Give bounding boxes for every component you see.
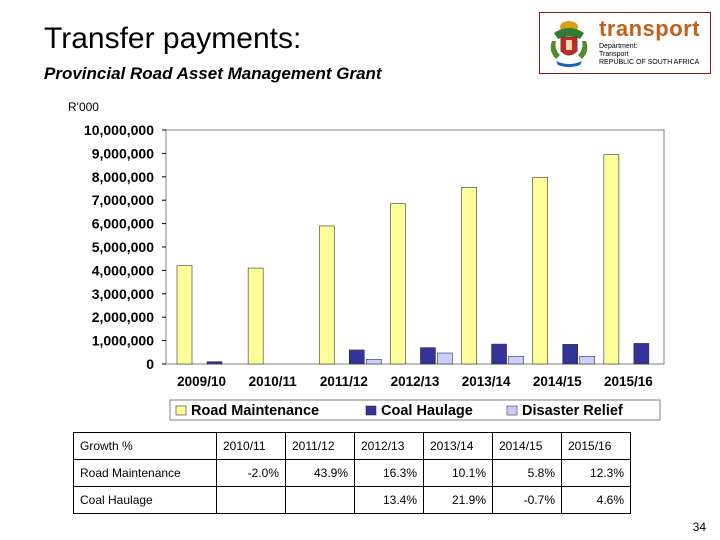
x-tick-label: 2015/16 (604, 374, 653, 389)
bar-coal-haulage (491, 343, 507, 365)
bar-road-maintenance (461, 187, 477, 365)
x-tick-label: 2013/14 (462, 374, 511, 389)
table-cell: 4.6% (561, 486, 631, 514)
bar-disaster-relief (365, 359, 382, 365)
x-tick-label: 2014/15 (533, 374, 582, 389)
table-cell: -0.7% (492, 486, 562, 514)
bar-disaster-relief (579, 355, 596, 365)
plot-area (165, 129, 665, 365)
growth-table: Growth % 2010/11 2011/12 2012/13 2013/14… (73, 432, 631, 514)
bar-road-maintenance (318, 225, 335, 365)
bar-road-maintenance (176, 265, 193, 365)
logo-line2: Transport (599, 51, 629, 58)
table-header-year: 2010/11 (216, 432, 286, 460)
y-tick-label: 10,000,000 (84, 122, 154, 138)
table-cell: 12.3% (561, 459, 631, 487)
x-tick-label: 2009/10 (177, 374, 226, 389)
bar-coal-haulage (348, 349, 365, 365)
table-row: Road Maintenance -2.0% 43.9% 16.3% 10.1%… (73, 459, 631, 487)
table-cell: 5.8% (492, 459, 562, 487)
row-label-coal-haulage: Coal Haulage (73, 486, 217, 514)
table-cell (285, 486, 355, 514)
x-tick-label: 2011/12 (320, 374, 368, 389)
legend-label: Road Maintenance (191, 403, 319, 419)
table-cell: -2.0% (216, 459, 286, 487)
legend-label: Coal Haulage (381, 403, 473, 419)
legend-swatch (365, 405, 377, 416)
table-row: Coal Haulage 13.4% 21.9% -0.7% 4.6% (73, 486, 631, 514)
table-header-year: 2011/12 (285, 432, 355, 460)
y-axis-unit-label: R'000 (68, 100, 99, 114)
transport-logo: transport Department: Transport REPUBLIC… (539, 12, 711, 74)
logo-line1: Department: (599, 43, 638, 50)
table-header-label: Growth % (73, 432, 217, 460)
y-tick-label: 1,000,000 (92, 333, 154, 349)
legend-swatch (506, 405, 518, 416)
bar-disaster-relief (437, 352, 453, 365)
y-tick-label: 9,000,000 (92, 145, 154, 161)
table-header-year: 2013/14 (423, 432, 493, 460)
coat-of-arms-icon (550, 21, 588, 67)
page-number: 34 (692, 520, 706, 534)
table-header-year: 2014/15 (492, 432, 562, 460)
y-tick-label: 5,000,000 (92, 239, 154, 255)
table-cell: 21.9% (423, 486, 493, 514)
slide-title: Transfer payments: (44, 22, 302, 55)
slide-subtitle: Provincial Road Asset Management Grant (44, 64, 382, 83)
bar-coal-haulage (562, 344, 579, 365)
bar-disaster-relief (508, 355, 524, 365)
logo-line3: REPUBLIC OF SOUTH AFRICA (599, 59, 700, 66)
bar-coal-haulage (206, 361, 223, 365)
logo-word: transport (599, 16, 701, 41)
table-cell (216, 486, 286, 514)
y-tick-label: 0 (146, 356, 154, 372)
row-label-road-maintenance: Road Maintenance (73, 459, 217, 487)
legend-box (169, 399, 661, 421)
table-cell: 43.9% (285, 459, 355, 487)
bar-road-maintenance (247, 267, 264, 365)
bar-coal-haulage (420, 347, 436, 365)
x-tick-label: 2012/13 (391, 374, 440, 389)
bar-coal-haulage (633, 343, 650, 365)
y-tick-label: 2,000,000 (92, 309, 154, 325)
y-tick-label: 7,000,000 (92, 192, 154, 208)
legend-label: Disaster Relief (522, 403, 623, 419)
bar-road-maintenance (390, 203, 406, 365)
y-tick-label: 3,000,000 (92, 286, 154, 302)
table-header-row: Growth % 2010/11 2011/12 2012/13 2013/14… (73, 432, 631, 460)
table-cell: 16.3% (354, 459, 424, 487)
table-cell: 13.4% (354, 486, 424, 514)
bar-chart: 0 1,000,000 2,000,000 3,000,000 4,000,000 5,0… (84, 122, 665, 421)
y-tick-label: 6,000,000 (92, 216, 154, 232)
logo-department: Department: Transport REPUBLIC OF SOUTH … (599, 43, 699, 67)
table-cell: 10.1% (423, 459, 493, 487)
legend-swatch (175, 405, 187, 416)
y-tick-label: 4,000,000 (92, 262, 154, 278)
table-header-year: 2015/16 (561, 432, 631, 460)
bar-road-maintenance (603, 154, 620, 365)
table-header-year: 2012/13 (354, 432, 424, 460)
y-tick-label: 8,000,000 (92, 169, 154, 185)
x-tick-label: 2010/11 (249, 374, 298, 389)
bar-road-maintenance (532, 176, 549, 365)
